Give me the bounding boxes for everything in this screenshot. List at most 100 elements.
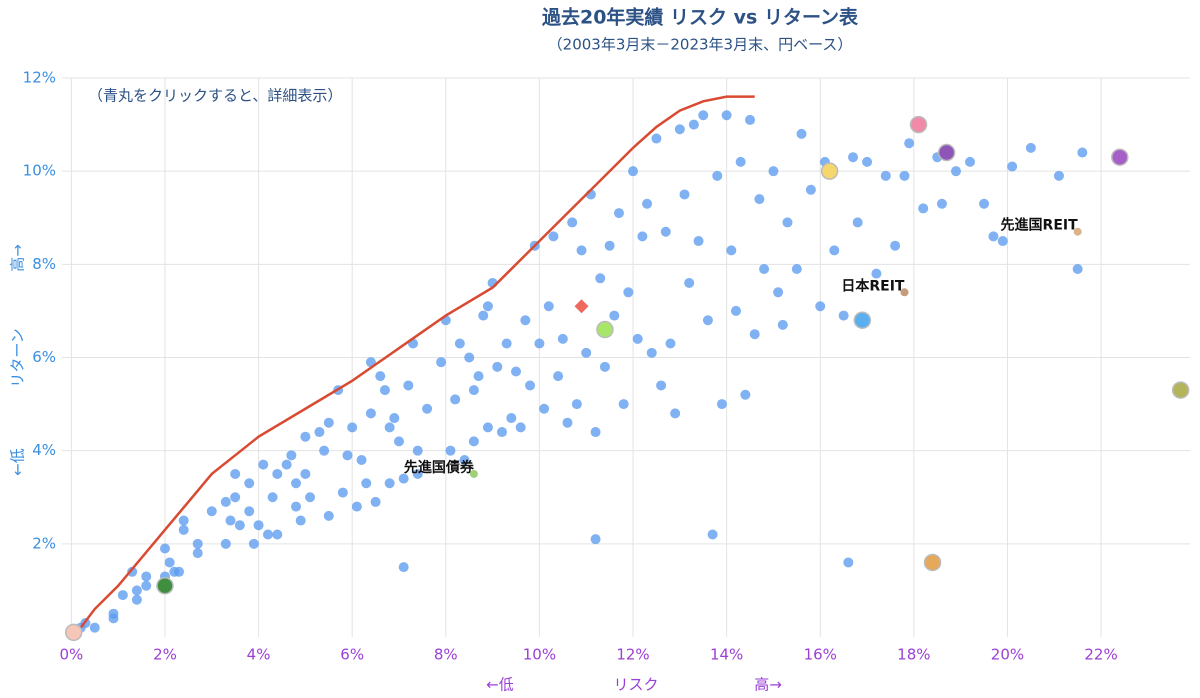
fund-point[interactable] xyxy=(618,399,629,410)
fund-point[interactable] xyxy=(248,538,259,549)
fund-point[interactable] xyxy=(590,534,601,545)
fund-point[interactable] xyxy=(473,371,484,382)
fund-point[interactable] xyxy=(768,166,779,177)
fund-point[interactable] xyxy=(740,389,751,400)
fund-point[interactable] xyxy=(468,436,479,447)
fund-point[interactable] xyxy=(904,138,915,149)
fund-point[interactable] xyxy=(272,529,283,540)
fund-point[interactable] xyxy=(651,133,662,144)
fund-point[interactable] xyxy=(286,450,297,461)
fund-point[interactable] xyxy=(515,422,526,433)
fund-point[interactable] xyxy=(398,473,409,484)
fund-point[interactable] xyxy=(674,124,685,135)
fund-point[interactable] xyxy=(553,371,564,382)
fund-point[interactable] xyxy=(403,380,414,391)
fund-point[interactable] xyxy=(965,156,976,167)
fund-point[interactable] xyxy=(370,496,381,507)
fund-point[interactable] xyxy=(492,361,503,372)
fund-point[interactable] xyxy=(164,557,175,568)
fund-point[interactable] xyxy=(599,361,610,372)
fund-point[interactable] xyxy=(1077,147,1088,158)
fund-point[interactable] xyxy=(950,166,961,177)
fund-point[interactable] xyxy=(796,128,807,139)
fund-point[interactable] xyxy=(829,245,840,256)
fund-point[interactable] xyxy=(773,287,784,298)
fund-point[interactable] xyxy=(918,203,929,214)
fund-point[interactable] xyxy=(670,408,681,419)
fund-point[interactable] xyxy=(730,305,741,316)
fund-point[interactable] xyxy=(230,492,241,503)
fund-point[interactable] xyxy=(291,478,302,489)
fund-point[interactable] xyxy=(445,445,456,456)
fund-point[interactable] xyxy=(459,454,470,465)
fund-point[interactable] xyxy=(646,347,657,358)
fund-point[interactable] xyxy=(314,427,325,438)
fund-point[interactable] xyxy=(482,422,493,433)
fund-point[interactable] xyxy=(384,478,395,489)
fund-point[interactable] xyxy=(262,529,273,540)
fund-point[interactable] xyxy=(178,524,189,535)
fund-point[interactable] xyxy=(244,478,255,489)
fund-point[interactable] xyxy=(234,520,245,531)
fund-point[interactable] xyxy=(712,170,723,181)
fund-point[interactable] xyxy=(782,217,793,228)
fund-point[interactable] xyxy=(351,501,362,512)
fund-point[interactable] xyxy=(389,413,400,424)
fund-point[interactable] xyxy=(220,538,231,549)
fund-point[interactable] xyxy=(384,422,395,433)
fund-point[interactable] xyxy=(721,110,732,121)
fund-point[interactable] xyxy=(852,217,863,228)
fund-point[interactable] xyxy=(482,301,493,312)
fund-point[interactable] xyxy=(693,236,704,247)
fund-point[interactable] xyxy=(347,422,358,433)
fund-point[interactable] xyxy=(862,156,873,167)
fund-point[interactable] xyxy=(890,240,901,251)
fund-point[interactable] xyxy=(698,110,709,121)
fund-point[interactable] xyxy=(604,240,615,251)
fund-point[interactable] xyxy=(300,468,311,479)
fund-point[interactable] xyxy=(131,594,142,605)
fund-point[interactable] xyxy=(131,585,142,596)
fund-point[interactable] xyxy=(525,380,536,391)
fund-point[interactable] xyxy=(997,236,1008,247)
fund-point[interactable] xyxy=(567,217,578,228)
fund-point[interactable] xyxy=(192,538,203,549)
fund-point[interactable] xyxy=(665,338,676,349)
fund-point[interactable] xyxy=(361,478,372,489)
fund-point[interactable] xyxy=(295,515,306,526)
fund-point[interactable] xyxy=(436,357,447,368)
fund-point[interactable] xyxy=(749,329,760,340)
fund-point[interactable] xyxy=(206,506,217,517)
fund-point[interactable] xyxy=(1025,142,1036,153)
fund-point[interactable] xyxy=(450,394,461,405)
fund-point[interactable] xyxy=(117,590,128,601)
fund-point[interactable] xyxy=(562,417,573,428)
fund-point[interactable] xyxy=(838,310,849,321)
fund-point[interactable] xyxy=(880,170,891,181)
fund-point[interactable] xyxy=(735,156,746,167)
fund-point[interactable] xyxy=(707,529,718,540)
fund-point[interactable] xyxy=(141,571,152,582)
fund-point[interactable] xyxy=(688,119,699,130)
fund-point[interactable] xyxy=(534,338,545,349)
fund-point[interactable] xyxy=(496,427,507,438)
fund-point[interactable] xyxy=(468,385,479,396)
fund-point[interactable] xyxy=(323,510,334,521)
fund-point[interactable] xyxy=(506,413,517,424)
fund-point[interactable] xyxy=(108,608,119,619)
fund-point[interactable] xyxy=(1072,263,1083,274)
fund-point[interactable] xyxy=(192,548,203,559)
fund-point[interactable] xyxy=(843,557,854,568)
fund-point[interactable] xyxy=(159,543,170,554)
fund-point[interactable] xyxy=(174,566,185,577)
fund-point[interactable] xyxy=(716,399,727,410)
fund-point[interactable] xyxy=(178,515,189,526)
fund-point[interactable] xyxy=(300,431,311,442)
fund-point[interactable] xyxy=(478,310,489,321)
fund-point[interactable] xyxy=(291,501,302,512)
fund-point[interactable] xyxy=(305,492,316,503)
fund-point[interactable] xyxy=(454,338,465,349)
fund-point[interactable] xyxy=(253,520,264,531)
fund-point[interactable] xyxy=(632,333,643,344)
fund-point[interactable] xyxy=(220,496,231,507)
